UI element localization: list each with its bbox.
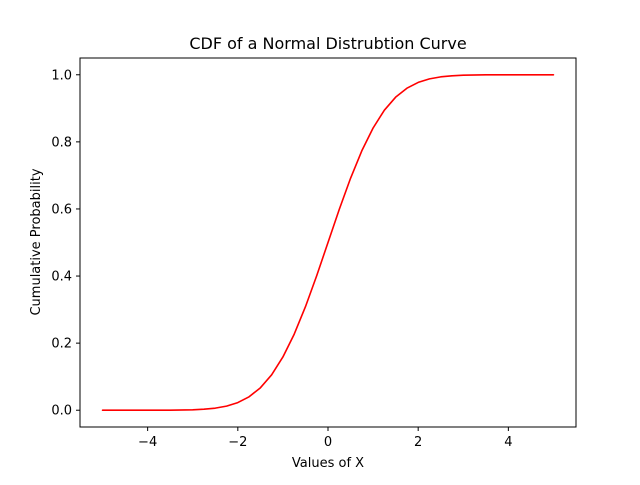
x-tick-label: −4: [138, 435, 157, 450]
x-tick-label: 2: [414, 435, 422, 450]
y-axis-ticks: 0.0 0.2 0.4 0.6 0.8 1.0: [51, 68, 80, 419]
y-tick-label: 0.2: [51, 337, 72, 352]
chart-title: CDF of a Normal Distrubtion Curve: [189, 34, 466, 53]
y-axis-label: Cumulative Probability: [29, 168, 44, 315]
x-tick-label: 4: [504, 435, 512, 450]
x-tick-label: 0: [324, 435, 332, 450]
y-tick-label: 1.0: [51, 68, 72, 83]
x-axis-label: Values of X: [292, 456, 364, 471]
y-tick-label: 0.0: [51, 404, 72, 419]
x-tick-label: −2: [228, 435, 247, 450]
y-tick-label: 0.8: [51, 135, 72, 150]
series-line-0: [101, 73, 555, 412]
x-axis-ticks: −4 −2 0 2 4: [138, 427, 513, 450]
y-tick-label: 0.6: [51, 202, 72, 217]
y-tick-label: 0.4: [51, 270, 72, 285]
